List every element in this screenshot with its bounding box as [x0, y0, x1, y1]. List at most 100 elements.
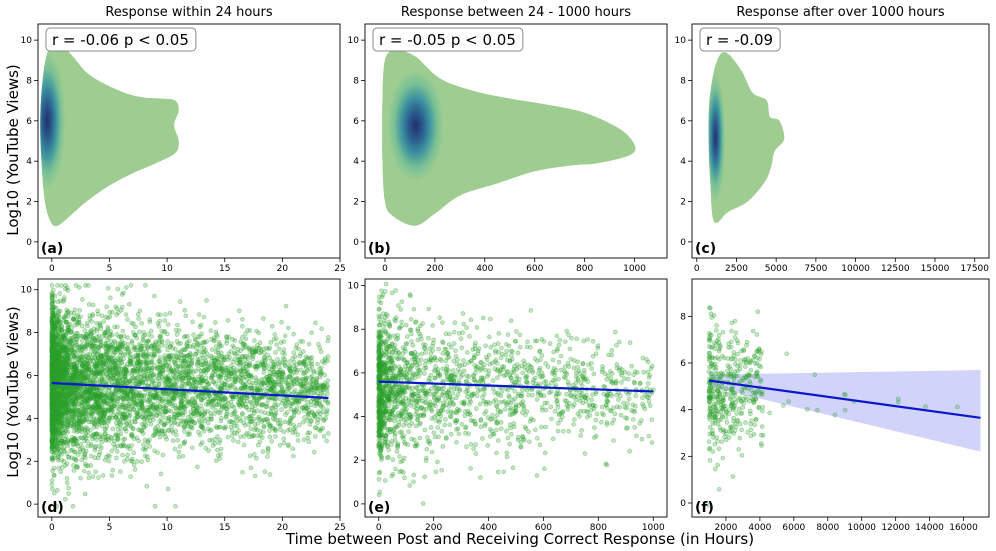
- scatter-point: [321, 417, 326, 423]
- scatter-point: [214, 425, 220, 430]
- scatter-point: [196, 360, 202, 365]
- scatter-point: [66, 314, 71, 319]
- scatter-point: [186, 363, 191, 369]
- scatter-point: [318, 404, 324, 409]
- scatter-point: [292, 410, 298, 415]
- scatter-point: [157, 334, 163, 339]
- scatter-point: [133, 363, 138, 369]
- scatter-point: [49, 436, 55, 441]
- scatter-point: [56, 370, 62, 376]
- scatter-point: [309, 330, 314, 336]
- scatter-point: [101, 360, 107, 366]
- scatter-point: [73, 398, 79, 404]
- scatter-point: [122, 390, 128, 395]
- scatter-point: [287, 403, 293, 409]
- scatter-point: [69, 399, 74, 404]
- scatter-point: [72, 391, 78, 396]
- scatter-point: [58, 425, 63, 431]
- scatter-point: [152, 425, 158, 431]
- scatter-point: [53, 443, 59, 449]
- scatter-point: [124, 361, 130, 367]
- y-tick-label: 2: [353, 198, 359, 208]
- scatter-point: [147, 398, 153, 404]
- scatter-point: [191, 332, 196, 338]
- scatter-point: [160, 368, 166, 373]
- scatter-point: [155, 321, 161, 326]
- scatter-point: [58, 469, 64, 475]
- scatter-point: [310, 378, 315, 384]
- x-tick-label: 0: [694, 264, 700, 274]
- scatter-point: [65, 385, 70, 390]
- scatter-point: [173, 503, 178, 509]
- scatter-point: [174, 367, 180, 372]
- scatter-point: [165, 373, 171, 379]
- scatter-point: [50, 351, 55, 357]
- scatter-point: [66, 455, 71, 460]
- scatter-point: [135, 371, 140, 377]
- scatter-point: [150, 402, 156, 408]
- panel-title-a: Response within 24 hours: [105, 5, 273, 20]
- scatter-point: [233, 369, 239, 374]
- scatter-point: [232, 423, 237, 429]
- scatter-point: [115, 286, 121, 292]
- scatter-point: [269, 439, 275, 444]
- scatter-point: [208, 328, 214, 333]
- scatter-point: [63, 344, 69, 350]
- scatter-point: [59, 348, 64, 353]
- scatter-point: [219, 366, 225, 372]
- scatter-point: [177, 412, 182, 417]
- scatter-point: [85, 352, 91, 357]
- scatter-point: [309, 359, 314, 364]
- scatter-point: [49, 370, 55, 375]
- scatter-point: [168, 398, 173, 404]
- panel-label-b: (b): [368, 241, 391, 257]
- scatter-point: [129, 320, 134, 326]
- scatter-point: [325, 354, 331, 359]
- scatter-point: [186, 399, 191, 405]
- scatter-point: [221, 403, 227, 409]
- scatter-point: [282, 419, 288, 425]
- scatter-point: [80, 297, 85, 302]
- scatter-point: [313, 320, 318, 326]
- scatter-point: [212, 372, 218, 377]
- scatter-point: [83, 413, 88, 418]
- scatter-point: [108, 295, 113, 301]
- scatter-point: [114, 312, 119, 317]
- scatter-point: [74, 341, 79, 346]
- scatter-point: [52, 396, 58, 402]
- scatter-point: [92, 361, 98, 367]
- scatter-point: [179, 402, 184, 408]
- scatter-point: [256, 330, 262, 336]
- scatter-point: [244, 398, 250, 404]
- scatter-point: [139, 402, 145, 408]
- scatter-point: [74, 464, 80, 470]
- scatter-point: [51, 355, 57, 360]
- scatter-point: [54, 401, 60, 406]
- scatter-point: [121, 290, 126, 296]
- scatter-point: [63, 434, 69, 439]
- scatter-point: [60, 386, 66, 392]
- scatter-point: [130, 405, 135, 410]
- scatter-point: [103, 435, 108, 440]
- scatter-point: [90, 341, 95, 346]
- scatter-point: [49, 421, 55, 427]
- scatter-point: [72, 456, 77, 462]
- scatter-point: [182, 423, 188, 429]
- scatter-point: [49, 363, 55, 369]
- scatter-point: [56, 324, 62, 330]
- scatter-point: [49, 390, 55, 395]
- scatter-point: [98, 343, 103, 348]
- scatter-point: [56, 457, 61, 463]
- scatter-point: [96, 411, 102, 417]
- scatter-point: [252, 427, 258, 433]
- scatter-point: [49, 482, 55, 487]
- scatter-point: [145, 413, 151, 419]
- scatter-point: [90, 335, 96, 341]
- scatter-point: [123, 374, 128, 379]
- scatter-point: [282, 351, 287, 357]
- scatter-point: [141, 373, 147, 379]
- scatter-point: [232, 385, 238, 391]
- scatter-point: [51, 429, 57, 435]
- scatter-point: [49, 355, 55, 361]
- scatter-point: [50, 421, 55, 427]
